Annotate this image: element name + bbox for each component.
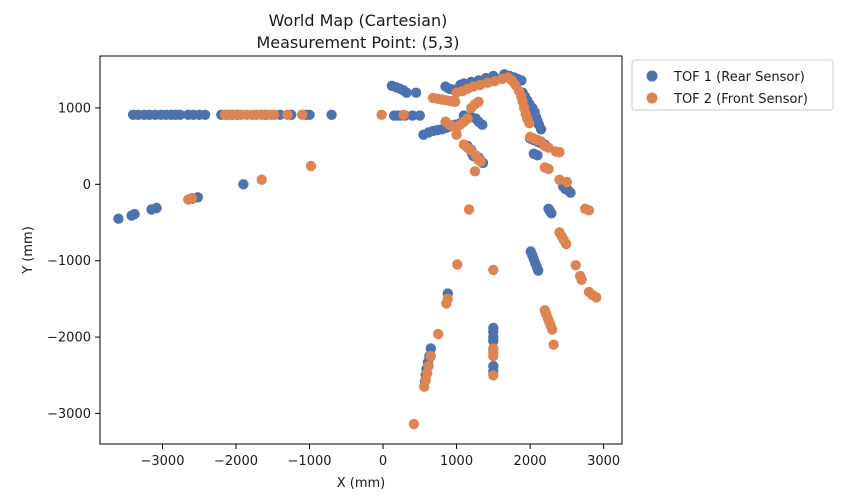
y-tick-label: −1000 bbox=[47, 254, 91, 269]
data-point-series-1 bbox=[199, 109, 211, 121]
data-point-series-2 bbox=[543, 163, 554, 175]
data-point-series-2 bbox=[469, 166, 481, 177]
data-point-series-2 bbox=[570, 260, 581, 271]
x-tick-label: 0 bbox=[379, 454, 387, 469]
data-point-series-2 bbox=[305, 160, 317, 172]
y-tick-label: −2000 bbox=[47, 331, 91, 346]
data-point-series-2 bbox=[256, 174, 267, 185]
data-point-series-1 bbox=[304, 109, 315, 121]
x-axis-label: X (mm) bbox=[337, 476, 386, 491]
data-point-series-2 bbox=[398, 109, 409, 121]
data-point-series-2 bbox=[376, 109, 387, 121]
data-point-series-2 bbox=[186, 192, 198, 204]
x-tick-label: −3000 bbox=[141, 454, 185, 469]
y-tick-label: 1000 bbox=[58, 101, 91, 116]
data-point-series-1 bbox=[477, 119, 488, 130]
data-point-series-2 bbox=[433, 328, 444, 340]
chart-title: World Map (Cartesian) bbox=[269, 11, 448, 30]
data-point-series-1 bbox=[488, 335, 499, 347]
y-axis-ticks: −3000 −2000 −1000 0 1000 bbox=[47, 101, 100, 422]
data-point-series-1 bbox=[407, 110, 418, 121]
data-point-series-1 bbox=[238, 179, 249, 190]
data-point-series-2 bbox=[554, 147, 565, 158]
data-point-series-1 bbox=[410, 87, 422, 98]
legend-box bbox=[631, 59, 834, 111]
x-tick-label: 2000 bbox=[514, 454, 547, 469]
data-point-series-1 bbox=[151, 202, 162, 214]
data-point-series-1 bbox=[414, 110, 425, 121]
y-tick-label: −3000 bbox=[47, 407, 91, 422]
data-point-series-2 bbox=[462, 113, 473, 124]
data-point-series-2 bbox=[548, 339, 559, 350]
data-point-series-2 bbox=[583, 205, 595, 216]
chart-subtitle: Measurement Point: (5,3) bbox=[256, 33, 459, 52]
x-tick-label: −2000 bbox=[214, 454, 258, 469]
data-point-series-2 bbox=[408, 418, 420, 430]
data-point-series-1 bbox=[326, 109, 337, 121]
data-point-series-1 bbox=[129, 208, 140, 220]
data-point-series-2 bbox=[488, 370, 499, 381]
data-point-series-1 bbox=[533, 265, 544, 276]
y-axis-label: Y (mm) bbox=[21, 226, 36, 275]
data-point-series-2 bbox=[576, 274, 587, 285]
data-point-series-2 bbox=[419, 381, 430, 392]
data-point-series-1 bbox=[546, 208, 557, 219]
data-point-series-2 bbox=[441, 298, 452, 309]
data-point-series-1 bbox=[532, 150, 543, 161]
legend-marker-tof1 bbox=[646, 70, 658, 82]
data-point-series-2 bbox=[591, 292, 602, 303]
data-point-series-1 bbox=[401, 87, 412, 98]
legend-marker-tof2 bbox=[646, 92, 658, 104]
data-point-series-2 bbox=[488, 264, 499, 276]
data-point-series-2 bbox=[473, 96, 484, 108]
data-point-series-1 bbox=[565, 187, 576, 198]
data-point-series-2 bbox=[452, 259, 463, 270]
data-point-series-2 bbox=[488, 351, 499, 362]
data-points bbox=[113, 69, 602, 430]
data-point-series-2 bbox=[475, 156, 486, 167]
data-point-series-1 bbox=[535, 124, 547, 135]
x-tick-label: 3000 bbox=[587, 454, 620, 469]
plot-area-frame bbox=[99, 55, 623, 445]
data-point-series-1 bbox=[425, 343, 436, 354]
data-point-series-2 bbox=[463, 204, 475, 215]
data-point-series-1 bbox=[174, 109, 186, 121]
data-point-series-2 bbox=[449, 96, 461, 108]
x-tick-label: −1000 bbox=[288, 454, 332, 469]
data-point-series-2 bbox=[297, 109, 308, 121]
data-point-series-2 bbox=[282, 109, 293, 121]
y-tick-label: 0 bbox=[83, 178, 91, 193]
data-point-series-1 bbox=[113, 213, 124, 224]
data-point-series-2 bbox=[269, 109, 280, 121]
data-point-series-2 bbox=[524, 118, 535, 129]
x-axis-ticks: −3000 −2000 −1000 0 1000 2000 3000 bbox=[141, 444, 620, 469]
data-point-series-2 bbox=[451, 129, 462, 140]
legend-label-tof1: TOF 1 (Rear Sensor) bbox=[673, 70, 805, 85]
data-point-series-2 bbox=[561, 176, 573, 188]
data-point-series-2 bbox=[425, 351, 436, 362]
legend: TOF 1 (Rear Sensor) TOF 2 (Front Sensor) bbox=[631, 59, 834, 111]
data-point-series-2 bbox=[547, 324, 558, 335]
x-tick-label: 1000 bbox=[440, 454, 473, 469]
legend-label-tof2: TOF 2 (Front Sensor) bbox=[673, 92, 808, 107]
data-point-series-2 bbox=[560, 238, 572, 250]
